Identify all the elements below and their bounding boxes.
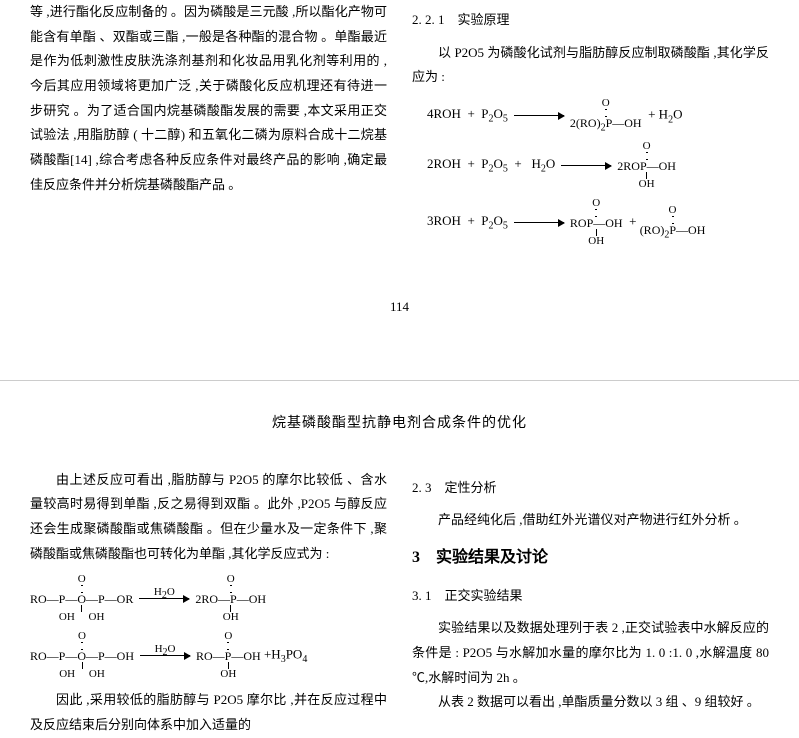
right-column: 2. 2. 1 实验原理 以 P2O5 为磷酸化试剂与脂肪醇反应制取磷酸酯 ,其… (412, 0, 769, 255)
right-column: 2. 3 定性分析 产品经纯化后 ,借助红外光谱仪对产物进行红外分析 。 3 实… (412, 468, 769, 738)
section-heading: 3 实验结果及讨论 (412, 543, 769, 573)
subsection-heading: 2. 2. 1 实验原理 (412, 8, 769, 33)
products: O2(RO)2P—OH + H2O (570, 98, 683, 133)
paper-title: 烷基磷酸酯型抗静电剂合成条件的优化 (0, 411, 799, 438)
arrow-icon (514, 115, 564, 116)
page-number: 114 (0, 295, 799, 320)
arrow-icon (514, 222, 564, 223)
two-column-layout: 由上述反应可看出 ,脂肪醇与 P2O5 的摩尔比较低 、含水量较高时易得到单酯 … (30, 468, 769, 738)
reactants: 4ROH + P2O5 (427, 106, 508, 126)
body-text: 因此 ,采用较低的脂肪醇与 P2O5 摩尔比 ,并在反应过程中及反应结束后分别向… (30, 688, 387, 737)
products: O2RO—P—OHOH (195, 574, 266, 623)
body-text: 以 P2O5 为磷酸化试剂与脂肪醇反应制取磷酸酯 ,其化学反应为 : (412, 41, 769, 90)
reaction-2: 2ROH + P2O5 + H2O O2ROP—OHOH (427, 141, 769, 190)
subsection-heading: 2. 3 定性分析 (412, 476, 769, 501)
body-text: 等 ,进行酯化反应制备的 。因为磷酸是三元酸 ,所以酯化产物可能含有单酯 、双酯… (30, 0, 387, 198)
products: OROP—OHOH + O(RO)2P—OH (570, 198, 705, 247)
reaction-5: ORO—P—O—P—OHOH OH H2O ORO—P—OHOH +H3PO4 (30, 631, 387, 680)
arrow-icon: H2O (139, 598, 189, 599)
body-text: 产品经纯化后 ,借助红外光谱仪对产物进行红外分析 。 (412, 508, 769, 533)
page2-body: 由上述反应可看出 ,脂肪醇与 P2O5 的摩尔比较低 、含水量较高时易得到单酯 … (0, 468, 799, 738)
reaction-1: 4ROH + P2O5 O2(RO)2P—OH + H2O (427, 98, 769, 133)
products: ORO—P—OHOH +H3PO4 (196, 631, 307, 680)
products: O2ROP—OHOH (617, 141, 676, 190)
reactants: ORO—P—O—P—OHOH OH (30, 631, 134, 680)
body-text: 实验结果以及数据处理列于表 2 ,正交试验表中水解反应的条件是 : P2O5 与… (412, 616, 769, 690)
reactants: 2ROH + P2O5 + H2O (427, 156, 555, 176)
subsection-heading: 3. 1 正交实验结果 (412, 584, 769, 609)
two-column-layout: 等 ,进行酯化反应制备的 。因为磷酸是三元酸 ,所以酯化产物可能含有单酯 、双酯… (30, 0, 769, 255)
reaction-4: ORO—P—O—P—OROH OH H2O O2RO—P—OHOH (30, 574, 387, 623)
page1-upper: 等 ,进行酯化反应制备的 。因为磷酸是三元酸 ,所以酯化产物可能含有单酯 、双酯… (0, 0, 799, 255)
page-divider (0, 380, 799, 381)
reactants: 3ROH + P2O5 (427, 213, 508, 233)
body-text: 从表 2 数据可以看出 ,单酯质量分数以 3 组 、9 组较好 。 (412, 690, 769, 715)
reaction-3: 3ROH + P2O5 OROP—OHOH + O(RO)2P—OH (427, 198, 769, 247)
arrow-icon (561, 165, 611, 166)
body-text: 由上述反应可看出 ,脂肪醇与 P2O5 的摩尔比较低 、含水量较高时易得到单酯 … (30, 468, 387, 567)
left-column: 由上述反应可看出 ,脂肪醇与 P2O5 的摩尔比较低 、含水量较高时易得到单酯 … (30, 468, 387, 738)
reactants: ORO—P—O—P—OROH OH (30, 574, 133, 623)
arrow-icon: H2O (140, 655, 190, 656)
left-column: 等 ,进行酯化反应制备的 。因为磷酸是三元酸 ,所以酯化产物可能含有单酯 、双酯… (30, 0, 387, 255)
